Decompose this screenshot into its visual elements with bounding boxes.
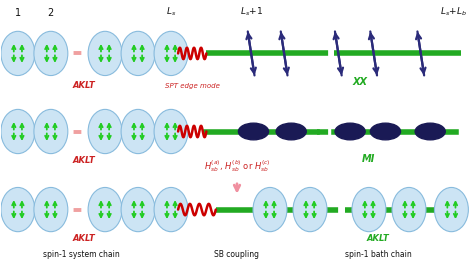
- Ellipse shape: [121, 109, 155, 154]
- Ellipse shape: [121, 31, 155, 75]
- Ellipse shape: [352, 188, 386, 232]
- Text: 1: 1: [15, 8, 21, 18]
- Text: XX: XX: [352, 77, 367, 87]
- Circle shape: [415, 123, 445, 140]
- Circle shape: [335, 123, 365, 140]
- Text: $L_s$+1: $L_s$+1: [240, 6, 263, 18]
- Ellipse shape: [88, 188, 122, 232]
- Ellipse shape: [154, 188, 188, 232]
- Ellipse shape: [154, 109, 188, 154]
- Text: $L_s$: $L_s$: [166, 6, 176, 18]
- Ellipse shape: [1, 188, 35, 232]
- Text: $L_s$+$L_b$: $L_s$+$L_b$: [440, 6, 467, 18]
- Ellipse shape: [293, 188, 327, 232]
- Text: AKLT: AKLT: [73, 81, 95, 90]
- Text: spin-1 system chain: spin-1 system chain: [43, 250, 120, 259]
- Circle shape: [370, 123, 401, 140]
- Ellipse shape: [34, 109, 68, 154]
- Text: spin-1 bath chain: spin-1 bath chain: [345, 250, 412, 259]
- Text: AKLT: AKLT: [73, 234, 95, 243]
- Ellipse shape: [1, 109, 35, 154]
- Circle shape: [238, 123, 269, 140]
- Text: 2: 2: [48, 8, 54, 18]
- Text: $H_{sb}^{(a)}$, $H_{sb}^{(b)}$ or $H_{sb}^{(c)}$: $H_{sb}^{(a)}$, $H_{sb}^{(b)}$ or $H_{sb…: [204, 159, 270, 174]
- Ellipse shape: [154, 31, 188, 75]
- Ellipse shape: [435, 188, 468, 232]
- Text: SB coupling: SB coupling: [215, 250, 259, 259]
- Ellipse shape: [34, 188, 68, 232]
- Circle shape: [276, 123, 306, 140]
- Ellipse shape: [1, 31, 35, 75]
- Ellipse shape: [121, 188, 155, 232]
- Ellipse shape: [88, 109, 122, 154]
- Text: AKLT: AKLT: [73, 156, 95, 165]
- Ellipse shape: [34, 31, 68, 75]
- Text: SPT edge mode: SPT edge mode: [165, 83, 219, 89]
- Ellipse shape: [253, 188, 287, 232]
- Text: AKLT: AKLT: [367, 234, 390, 243]
- Text: MI: MI: [362, 154, 375, 164]
- Ellipse shape: [392, 188, 426, 232]
- Ellipse shape: [88, 31, 122, 75]
